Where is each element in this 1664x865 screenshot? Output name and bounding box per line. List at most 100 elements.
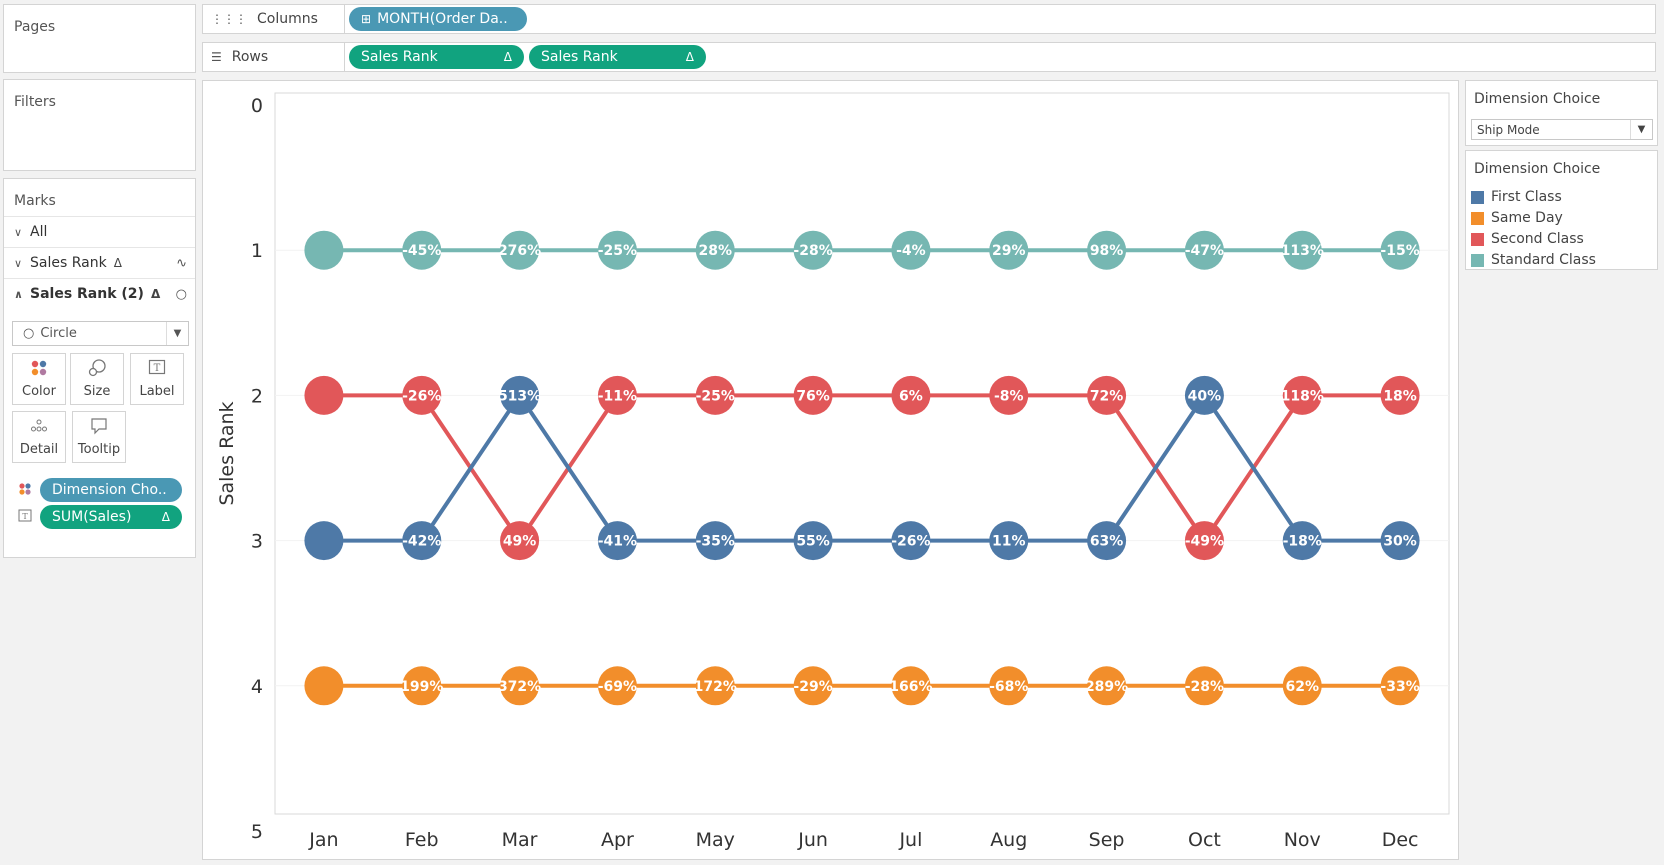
parameter-dropdown[interactable]: Ship Mode ▼ [1471, 119, 1653, 140]
svg-text:T: T [154, 363, 161, 374]
data-point [500, 230, 540, 270]
data-point [793, 230, 833, 270]
circle-mark-icon: ○ [175, 286, 187, 302]
legend-swatch [1471, 232, 1484, 246]
columns-shelf-label: ⋮⋮⋮ Columns [203, 5, 345, 33]
legend-title: Dimension Choice [1474, 161, 1601, 177]
rows-sales-rank-pill-2[interactable]: Sales Rank Δ [529, 45, 706, 69]
chevron-down-icon: ∨ [14, 225, 23, 239]
data-label: -47% [1185, 243, 1224, 259]
dropdown-arrow-icon[interactable]: ▼ [1630, 120, 1652, 139]
data-point [1184, 521, 1224, 561]
data-label: -41% [598, 534, 637, 550]
rows-sales-rank-pill-1[interactable]: Sales Rank Δ [349, 45, 524, 69]
tooltip-button[interactable]: Tooltip [72, 411, 126, 463]
legend-item-same-day[interactable]: Same Day [1471, 210, 1563, 226]
data-point [1282, 230, 1322, 270]
parameter-selected-value: Ship Mode [1477, 122, 1540, 137]
legend-item-second-class[interactable]: Second Class [1471, 231, 1584, 247]
detail-button[interactable]: Detail [12, 411, 66, 463]
data-point [1087, 666, 1127, 706]
data-point [1380, 521, 1420, 561]
legend-swatch [1471, 211, 1484, 225]
columns-shelf[interactable]: ⋮⋮⋮ Columns ⊞ MONTH(Order Da.. [202, 4, 1656, 34]
marks-sales-rank2-label: Sales Rank (2) [30, 286, 144, 302]
x-tick-label: Dec [1382, 829, 1419, 851]
marks-sales-rank-row[interactable]: ∨ Sales Rank Δ ∿ [4, 247, 195, 278]
legend-swatch [1471, 253, 1484, 267]
y-tick-label: 4 [251, 676, 263, 698]
data-label: -26% [402, 388, 441, 404]
data-label: -49% [1185, 534, 1224, 550]
size-button[interactable]: Size [70, 353, 124, 405]
pages-card[interactable]: Pages [3, 4, 196, 73]
marks-all-row[interactable]: ∨ All [4, 216, 195, 247]
data-label: -25% [598, 243, 637, 259]
color-legend-card: Dimension Choice First Class Same Day Se… [1465, 150, 1658, 270]
x-tick-label: Oct [1188, 829, 1221, 851]
data-point [402, 666, 442, 706]
x-tick-label: Nov [1284, 829, 1321, 851]
rows-shelf[interactable]: ☰ Rows Sales Rank Δ Sales Rank Δ [202, 42, 1656, 72]
x-tick-label: Jan [308, 829, 338, 851]
data-label: -18% [1283, 534, 1322, 550]
dimension-choice-pill[interactable]: Dimension Cho.. [40, 478, 182, 502]
data-point [1282, 521, 1322, 561]
data-point [891, 230, 931, 270]
color-button[interactable]: Color [12, 353, 66, 405]
data-label: 172% [694, 679, 737, 695]
filters-title: Filters [14, 94, 56, 110]
data-label: 49% [503, 534, 537, 550]
data-point [402, 521, 442, 561]
mark-type-dropdown[interactable]: ○ Circle ▼ [12, 321, 189, 346]
data-point [500, 666, 540, 706]
sum-sales-pill-label: SUM(Sales) [52, 509, 132, 525]
data-label: 72% [1090, 388, 1124, 404]
bump-chart[interactable]: 0 1 2 3 4 5 Sales Rank Jan Feb Mar Apr May Jun Jul Aug… [203, 81, 1458, 859]
data-point [304, 230, 344, 270]
data-label: 18% [1383, 388, 1417, 404]
y-tick-label: 1 [251, 240, 263, 262]
delta-icon: Δ [161, 510, 170, 524]
marks-sales-rank-label: Sales Rank [30, 255, 107, 271]
data-label: 55% [796, 534, 830, 550]
x-tick-label: Sep [1089, 829, 1125, 851]
x-tick-label: Apr [601, 829, 634, 851]
marks-all-label: All [30, 224, 48, 240]
filters-card[interactable]: Filters [3, 79, 196, 171]
data-point [989, 666, 1029, 706]
circle-icon: ○ [23, 326, 35, 341]
data-point [304, 666, 344, 706]
data-label: 113% [1281, 243, 1324, 259]
data-point [1184, 375, 1224, 415]
marks-sales-rank2-row[interactable]: ∧ Sales Rank (2) Δ ○ [4, 278, 195, 309]
delta-icon: Δ [685, 50, 694, 64]
pages-title: Pages [14, 19, 56, 35]
month-order-date-pill[interactable]: ⊞ MONTH(Order Da.. [349, 7, 527, 31]
legend-item-standard-class[interactable]: Standard Class [1471, 252, 1596, 268]
data-label: -28% [793, 243, 832, 259]
legend-item-first-class[interactable]: First Class [1471, 189, 1562, 205]
legend-swatch [1471, 190, 1484, 204]
detail-button-label: Detail [19, 442, 59, 457]
data-point [1087, 521, 1127, 561]
legend-label: First Class [1491, 189, 1562, 205]
marks-card: Marks ∨ All ∨ Sales Rank Δ ∿ ∧ Sales Ran… [3, 178, 196, 558]
data-point [793, 666, 833, 706]
x-tick-label: Aug [990, 829, 1027, 851]
data-point [695, 230, 735, 270]
tooltip-icon [90, 417, 108, 439]
rows-sales-rank-pill-1-label: Sales Rank [361, 49, 438, 65]
data-label: 29% [992, 243, 1026, 259]
data-label: 28% [698, 243, 732, 259]
label-button[interactable]: T Label [130, 353, 184, 405]
data-point [1087, 375, 1127, 415]
data-point [891, 666, 931, 706]
viz-view[interactable]: 0 1 2 3 4 5 Sales Rank Jan Feb Mar Apr May Jun Jul Aug… [202, 80, 1459, 860]
data-point [891, 375, 931, 415]
label-icon: T [148, 359, 166, 381]
sum-sales-pill[interactable]: SUM(Sales) Δ [40, 505, 182, 529]
chevron-down-icon: ∨ [14, 256, 23, 270]
dropdown-arrow-icon[interactable]: ▼ [166, 322, 188, 345]
data-label: 63% [1090, 534, 1124, 550]
